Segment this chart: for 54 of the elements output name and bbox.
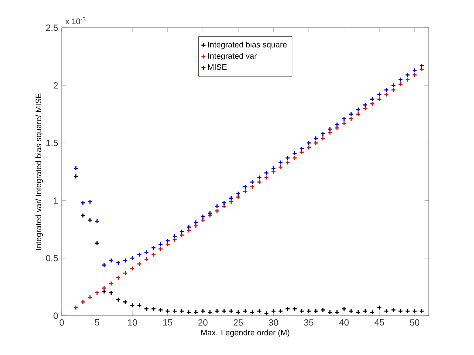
point <box>108 281 114 286</box>
legend-label: Integrated bias square <box>208 42 287 50</box>
point <box>130 266 136 272</box>
x-tick-label: 25 <box>234 320 244 326</box>
point <box>405 72 410 78</box>
point <box>391 88 396 93</box>
x-tick-label: 5 <box>95 320 100 326</box>
point <box>320 308 326 313</box>
point <box>257 175 262 180</box>
x-tick-label: 20 <box>198 320 208 326</box>
x-tick-label: 35 <box>304 320 314 326</box>
point <box>356 107 361 112</box>
legend-label: MISE <box>208 64 227 70</box>
y-tick-label: 0.5 <box>46 255 58 262</box>
point <box>384 88 390 93</box>
point <box>214 308 220 314</box>
point <box>151 252 156 258</box>
point <box>271 308 276 314</box>
point <box>398 308 404 314</box>
y-tick-label: 1 <box>54 198 58 204</box>
x-tick-label: 0 <box>60 320 64 326</box>
y-tick-label: 1.5 <box>46 140 58 146</box>
y-tick-label: 0 <box>54 312 58 320</box>
text: x 10$^{-3}$ <box>66 17 86 24</box>
y-tick-label: 2 <box>54 82 58 89</box>
point <box>94 240 100 246</box>
y-axis-title: Integrated var/ Integrated bias square/ MISE <box>36 94 44 250</box>
x-tick-label: 30 <box>269 320 278 326</box>
x-tick-label: 40 <box>340 320 349 326</box>
point <box>285 160 290 166</box>
x-tick-label: 15 <box>164 320 172 326</box>
point <box>214 208 220 214</box>
x-tick-label: 10 <box>128 320 138 326</box>
legend-label: Integrated var <box>208 53 257 61</box>
point <box>158 308 164 313</box>
x-axis-title: Max. Legendre order (M) <box>202 330 290 338</box>
point <box>88 218 93 223</box>
point <box>80 213 86 218</box>
point <box>102 289 107 294</box>
point <box>391 83 396 88</box>
point <box>398 77 404 82</box>
point <box>278 164 284 170</box>
point <box>102 262 107 268</box>
y-tick-label: 2.5 <box>46 24 58 32</box>
point <box>334 122 340 128</box>
x-tick-label: 45 <box>374 320 384 326</box>
point <box>278 308 284 314</box>
point <box>334 126 340 131</box>
point <box>391 308 396 313</box>
point <box>412 72 418 78</box>
point <box>278 160 284 166</box>
x-tick-label: 50 <box>410 320 420 326</box>
point <box>264 175 270 180</box>
point <box>151 306 156 312</box>
